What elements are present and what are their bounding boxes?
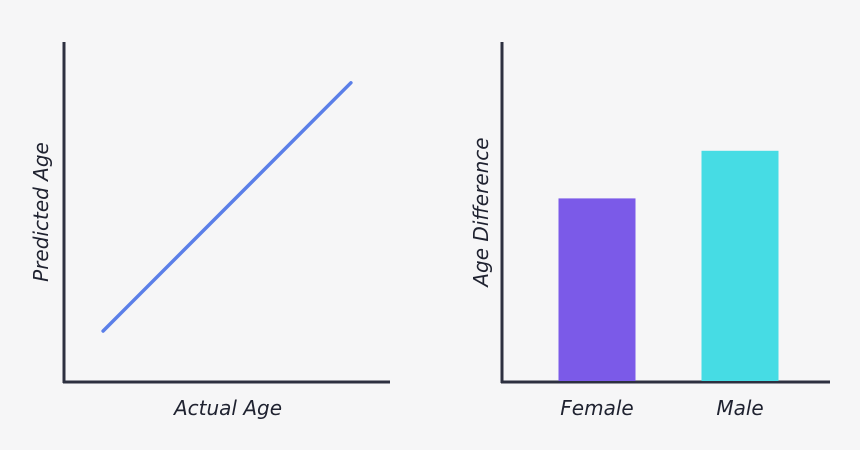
- line-chart-x-label: Actual Age: [172, 396, 282, 420]
- bar-group: [558, 150, 779, 381]
- line-series: [101, 81, 353, 333]
- bar-chart-y-label: Age Difference: [469, 137, 493, 288]
- line-chart-y-label: Predicted Age: [29, 142, 53, 282]
- bar-category-labels: Female Male: [560, 396, 763, 420]
- bar-female: [558, 198, 636, 381]
- bar-label-male: Male: [716, 396, 763, 420]
- bar-male: [701, 150, 779, 381]
- bar-label-female: Female: [560, 396, 633, 420]
- bar-chart: Female Male Age Difference: [469, 42, 830, 420]
- line-chart: Actual Age Predicted Age: [29, 42, 390, 420]
